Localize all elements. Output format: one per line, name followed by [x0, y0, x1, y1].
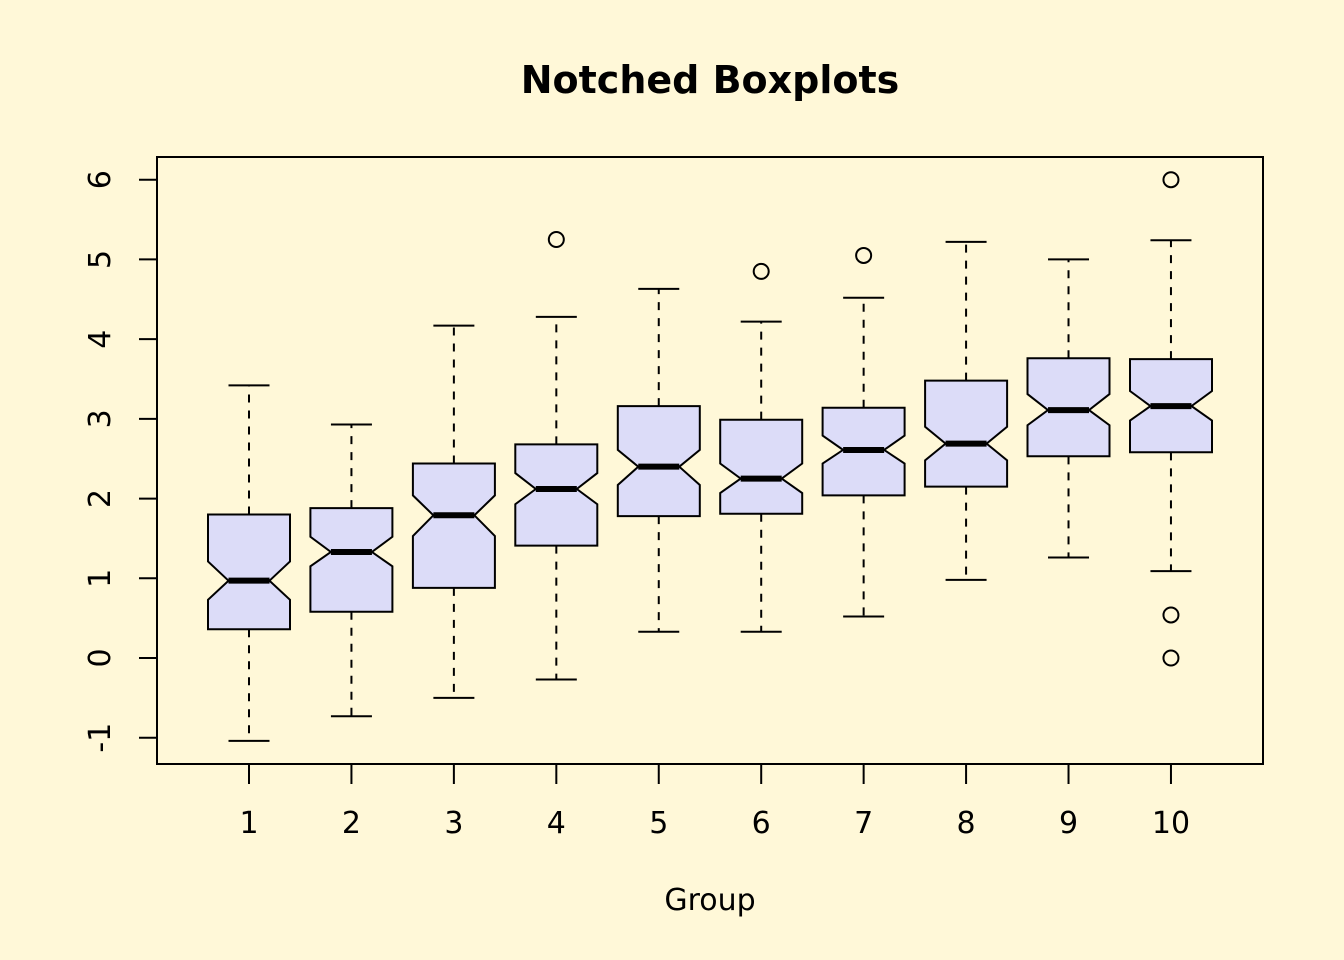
y-tick-label: 0 [83, 648, 118, 667]
outlier-point [1162, 171, 1180, 189]
plot-frame [156, 156, 1264, 765]
box-group-6 [719, 262, 804, 633]
notched-box [514, 443, 599, 547]
notched-box [719, 418, 804, 515]
x-tick-label: 6 [752, 806, 771, 841]
x-tick-label: 10 [1152, 806, 1190, 841]
box-group-2 [309, 423, 394, 718]
boxes-layer [207, 171, 1213, 742]
y-tick-label: 5 [83, 250, 118, 269]
x-tick-label: 7 [854, 806, 873, 841]
outlier-point [547, 231, 565, 249]
notched-box [616, 405, 701, 518]
x-axis-label: Group [664, 883, 755, 918]
box-group-10 [1129, 171, 1213, 667]
notched-box [207, 513, 291, 631]
chart-title: Notched Boxplots [521, 58, 900, 102]
outlier-point [1162, 649, 1180, 667]
x-tick-label: 2 [342, 806, 361, 841]
outlier-point [855, 246, 873, 264]
notched-box [309, 507, 394, 613]
y-axis: -1 0 1 2 3 4 5 6 [83, 170, 158, 753]
y-tick-label: 4 [83, 330, 118, 349]
notched-box [924, 379, 1009, 488]
box-group-1 [207, 384, 291, 742]
outlier-point [752, 262, 770, 280]
outlier-point [1162, 606, 1180, 624]
x-tick-label: 5 [649, 806, 668, 841]
box-group-3 [411, 324, 496, 699]
y-tick-label: 1 [83, 569, 118, 588]
x-tick-label: 3 [444, 806, 463, 841]
x-tick-label: 8 [957, 806, 976, 841]
box-group-4 [514, 231, 599, 681]
notched-box [411, 462, 496, 589]
y-tick-label: 6 [83, 170, 118, 189]
y-tick-label: -1 [83, 723, 118, 753]
y-tick-label: 3 [83, 409, 118, 428]
box-group-5 [616, 287, 701, 633]
box-group-7 [821, 246, 906, 618]
x-tick-label: 4 [547, 806, 566, 841]
box-group-8 [924, 240, 1009, 581]
x-tick-label: 1 [239, 806, 258, 841]
box-group-9 [1026, 258, 1111, 559]
x-axis: 1 2 3 4 5 6 7 8 9 10 [239, 763, 1190, 841]
y-tick-label: 2 [83, 489, 118, 508]
x-tick-label: 9 [1059, 806, 1078, 841]
